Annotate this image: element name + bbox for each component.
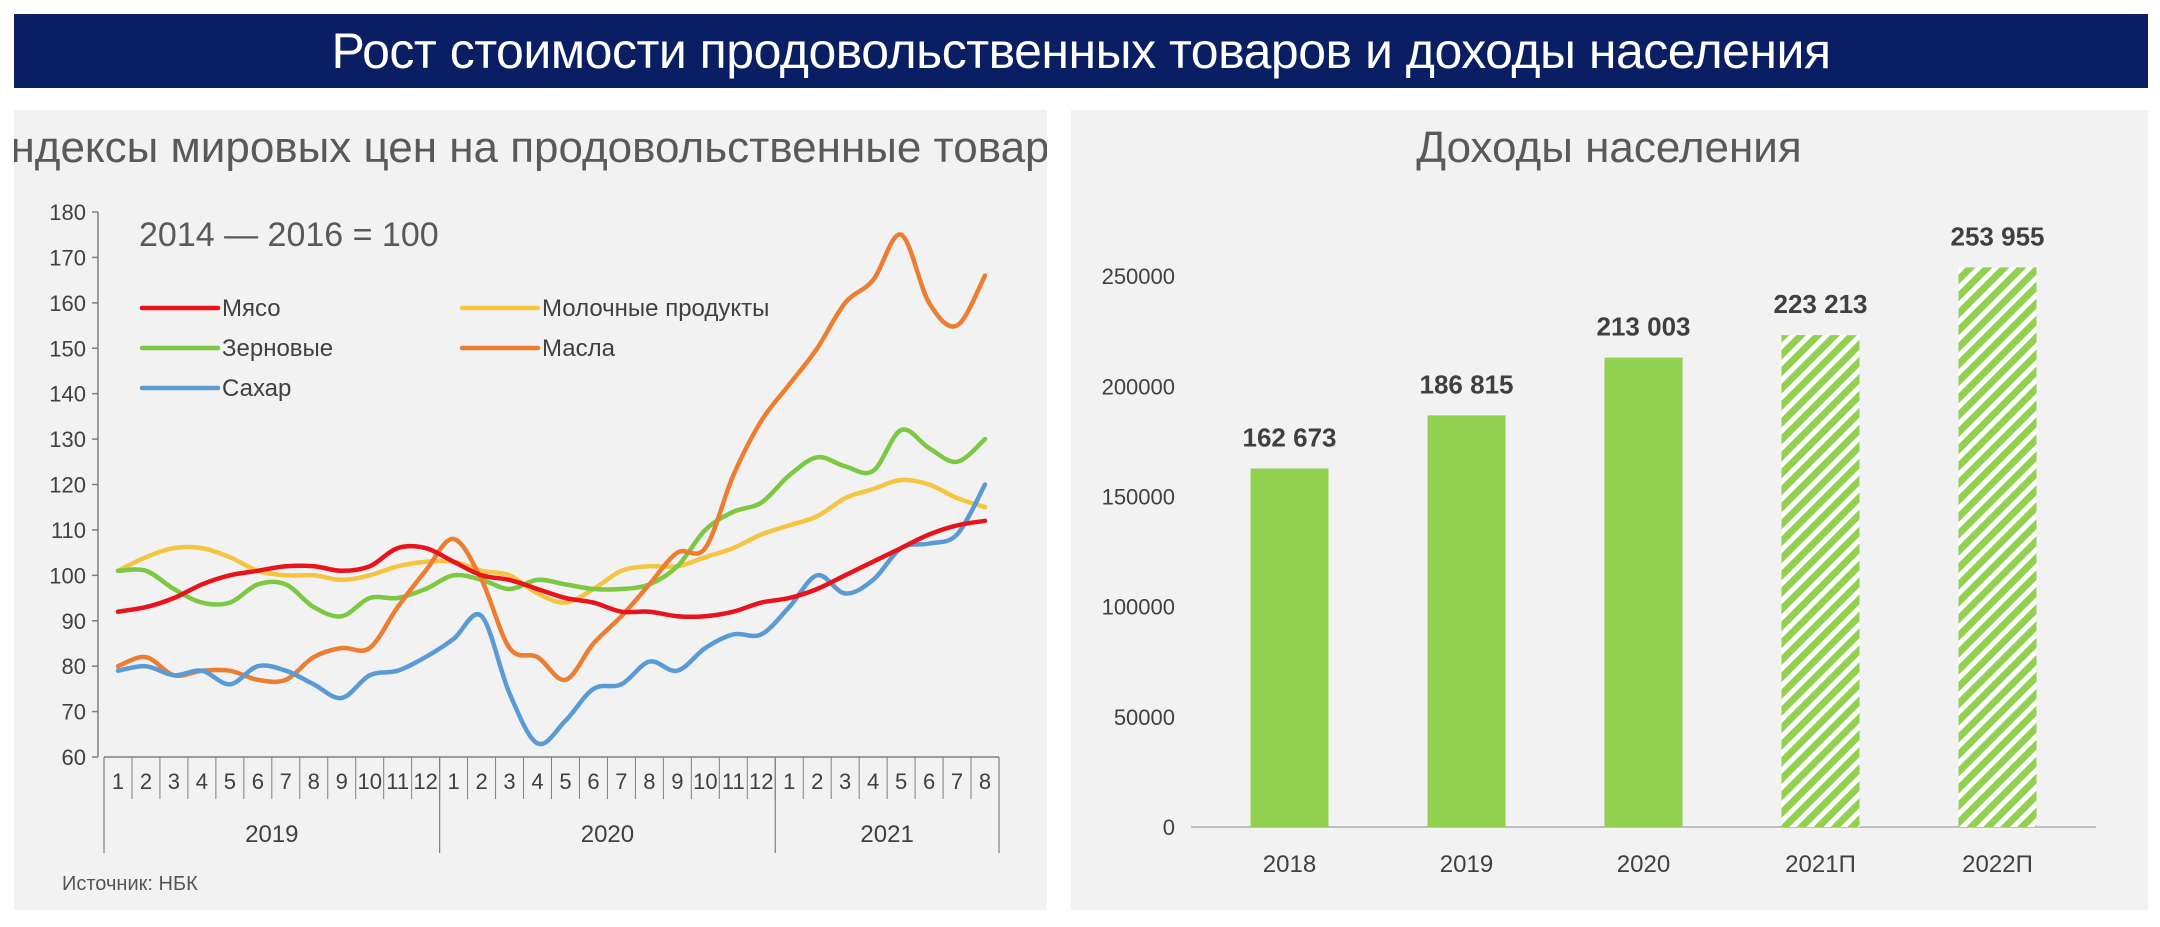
bar-value-label: 253 955 <box>1951 221 2045 251</box>
x-tick-label: 2 <box>140 769 152 794</box>
x-tick-label: 7 <box>615 769 627 794</box>
year-label: 2019 <box>245 821 298 848</box>
x-tick-label: 4 <box>531 769 543 794</box>
source-note: Источник: НБК <box>62 873 198 895</box>
x-tick-label: 4 <box>867 769 879 794</box>
x-tick-label: 1 <box>783 769 795 794</box>
x-tick-label: 10 <box>693 769 717 794</box>
x-tick-label: 11 <box>722 769 745 794</box>
x-tick-label: 8 <box>979 769 991 794</box>
y-tick-label: 160 <box>49 291 86 316</box>
x-category-label: 2018 <box>1263 851 1316 878</box>
y-tick-label: 100 <box>49 563 86 588</box>
x-category-label: 2019 <box>1440 851 1493 878</box>
food-price-index-panel: Индексы мировых цен на продовольственные… <box>14 110 1047 910</box>
bar-value-label: 213 003 <box>1597 312 1691 342</box>
page-title: Рост стоимости продовольственных товаров… <box>14 14 2148 88</box>
x-tick-label: 8 <box>643 769 655 794</box>
line-chart-title: Индексы мировых цен на продовольственные… <box>14 123 1047 172</box>
legend-label: Мясо <box>222 295 281 322</box>
series-line-1 <box>115 518 988 620</box>
y-tick-label: 180 <box>49 200 86 225</box>
income-bar <box>1781 335 1860 827</box>
food-price-line-chart: Индексы мировых цен на продовольственные… <box>14 123 1047 853</box>
y-tick-label: 0 <box>1163 815 1175 840</box>
x-tick-label: 12 <box>413 769 437 794</box>
x-tick-label: 8 <box>308 769 320 794</box>
series-line-5 <box>115 482 988 747</box>
bar-value-label: 223 213 <box>1774 289 1868 319</box>
income-bar <box>1427 415 1506 827</box>
x-tick-label: 2 <box>811 769 823 794</box>
bar-value-label: 162 673 <box>1243 423 1337 453</box>
x-tick-label: 9 <box>336 769 348 794</box>
y-tick-label: 150000 <box>1102 484 1175 509</box>
x-tick-label: 6 <box>923 769 935 794</box>
series-line-2 <box>115 477 988 605</box>
series-line-3 <box>115 427 988 619</box>
year-label: 2020 <box>581 821 634 848</box>
y-tick-label: 100000 <box>1102 595 1175 620</box>
x-tick-label: 9 <box>671 769 683 794</box>
x-tick-label: 3 <box>168 769 180 794</box>
x-tick-label: 1 <box>447 769 459 794</box>
x-category-label: 2022П <box>1962 851 2033 878</box>
y-tick-label: 80 <box>62 654 86 679</box>
y-tick-label: 60 <box>62 745 86 770</box>
x-tick-label: 3 <box>503 769 515 794</box>
year-label: 2021 <box>860 821 913 848</box>
y-tick-label: 110 <box>51 518 86 543</box>
series-line-4 <box>115 232 988 685</box>
household-income-bar-chart: Доходы населения 0 50000 100000 150000 200000… <box>1102 123 2096 878</box>
y-tick-label: 120 <box>49 473 86 498</box>
income-bar <box>1604 357 1683 827</box>
y-tick-label: 90 <box>62 609 86 634</box>
x-category-label: 2020 <box>1617 851 1670 878</box>
bar-value-label: 186 815 <box>1420 369 1514 399</box>
y-tick-label: 70 <box>62 700 86 725</box>
legend-label: Масла <box>542 335 616 362</box>
x-tick-label: 12 <box>749 769 773 794</box>
x-tick-label: 3 <box>839 769 851 794</box>
income-bar <box>1250 468 1329 827</box>
x-tick-label: 5 <box>224 769 236 794</box>
x-tick-label: 4 <box>196 769 208 794</box>
household-income-panel: Доходы населения 0 50000 100000 150000 200000… <box>1071 110 2148 910</box>
y-tick-label: 140 <box>49 382 86 407</box>
y-tick-label: 150 <box>49 336 86 361</box>
x-tick-label: 5 <box>895 769 907 794</box>
x-tick-label: 7 <box>280 769 292 794</box>
y-tick-label: 250000 <box>1102 264 1175 289</box>
bar-chart-title: Доходы населения <box>1416 123 1801 172</box>
legend-label: Зерновые <box>222 335 333 362</box>
x-tick-label: 1 <box>112 769 124 794</box>
y-tick-label: 200000 <box>1102 374 1175 399</box>
income-bar <box>1958 267 2037 827</box>
x-tick-label: 7 <box>951 769 963 794</box>
x-tick-label: 6 <box>252 769 264 794</box>
legend-label: Сахар <box>222 375 291 402</box>
y-tick-label: 50000 <box>1114 705 1175 730</box>
y-tick-label: 130 <box>49 427 86 452</box>
x-tick-label: 6 <box>587 769 599 794</box>
x-tick-label: 2 <box>475 769 487 794</box>
x-tick-label: 11 <box>386 769 409 794</box>
y-tick-label: 170 <box>49 245 86 270</box>
x-tick-label: 10 <box>357 769 381 794</box>
x-category-label: 2021П <box>1785 851 1856 878</box>
base-period-note: 2014 — 2016 = 100 <box>139 216 439 254</box>
legend-label: Молочные продукты <box>542 295 769 322</box>
x-tick-label: 5 <box>559 769 571 794</box>
